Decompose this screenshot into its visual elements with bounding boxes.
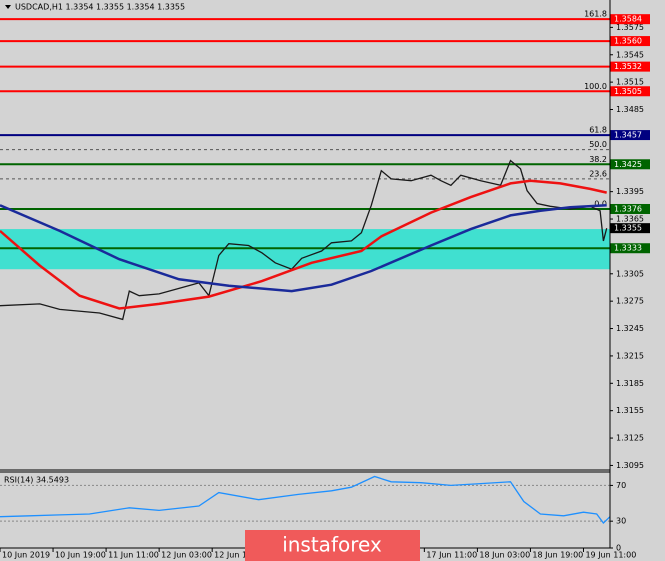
level-label-box	[610, 61, 650, 72]
y-tick-label: 1.3485	[616, 105, 644, 114]
series-line	[0, 475, 611, 524]
level-label: 1.3333	[614, 244, 642, 253]
fib-label: 38.2	[589, 155, 607, 164]
y-tick-label: 1.3365	[616, 215, 644, 224]
y-tick-label: 0	[616, 544, 621, 553]
level-label: 1.3532	[614, 62, 642, 71]
y-tick-label: 30	[616, 517, 626, 526]
y-tick-label: 1.3095	[616, 461, 644, 470]
fib-label: 61.8	[589, 126, 607, 135]
level-label-box	[610, 130, 650, 141]
level-label-box	[610, 14, 650, 25]
level-label-box	[610, 36, 650, 47]
panel-title: RSI(14) 34.5493	[4, 476, 69, 485]
y-tick-label: 1.3305	[616, 269, 644, 278]
level-label-box	[610, 203, 650, 214]
y-tick-label: 1.3395	[616, 187, 644, 196]
symbol-header: USDCAD,H1 1.3354 1.3355 1.3354 1.3355	[15, 3, 185, 12]
x-tick-label: 11 Jun 11:00	[108, 551, 159, 560]
level-label-box	[610, 243, 650, 254]
fib-label: 0.0	[594, 199, 607, 208]
fib-label: 50.0	[589, 140, 607, 149]
x-tick-label: 12 Jun 03:00	[161, 551, 212, 560]
last-price: 1.3355	[614, 224, 642, 233]
y-tick-label: 1.3275	[616, 297, 644, 306]
fib-label: 161.8	[584, 10, 607, 19]
level-label-box	[610, 159, 650, 170]
level-label: 1.3425	[614, 160, 642, 169]
y-tick-label: 1.3245	[616, 324, 644, 333]
x-tick-label: 18 Jun 03:00	[479, 551, 530, 560]
y-tick-label: 1.3155	[616, 406, 644, 415]
level-label: 1.3505	[614, 87, 642, 96]
y-tick-label: 1.3185	[616, 379, 644, 388]
x-tick-label: 19 Jun 11:00	[585, 551, 636, 560]
x-tick-label: 17 Jun 11:00	[426, 551, 477, 560]
x-tick-label: 12 Jun 19:00	[214, 551, 265, 560]
level-label-box	[610, 86, 650, 97]
y-tick-label: 1.3545	[616, 50, 644, 59]
series-line	[0, 204, 607, 293]
menu-arrow	[5, 5, 11, 9]
fib-label: 23.6	[589, 169, 607, 178]
y-tick-label: 1.3575	[616, 23, 644, 32]
level-label: 1.3560	[614, 37, 642, 46]
y-tick-label: 1.3125	[616, 434, 644, 443]
y-tick-label: 70	[616, 481, 626, 490]
y-tick-label: 1.3515	[616, 78, 644, 87]
x-tick-label: 10 Jun 2019	[2, 551, 50, 560]
series-line	[0, 179, 607, 310]
watermark-box	[245, 530, 420, 561]
level-label: 1.3584	[614, 15, 642, 24]
level-label: 1.3376	[614, 204, 642, 213]
fib-label: 100.0	[584, 82, 607, 91]
y-tick-label: 1.3215	[616, 351, 644, 360]
watermark: instaforex	[282, 533, 382, 557]
x-tick-label: 10 Jun 19:00	[55, 551, 106, 560]
level-label: 1.3457	[614, 131, 642, 140]
last-price-box	[610, 223, 650, 234]
series-line	[0, 159, 608, 321]
x-tick-label: 18 Jun 19:00	[532, 551, 583, 560]
